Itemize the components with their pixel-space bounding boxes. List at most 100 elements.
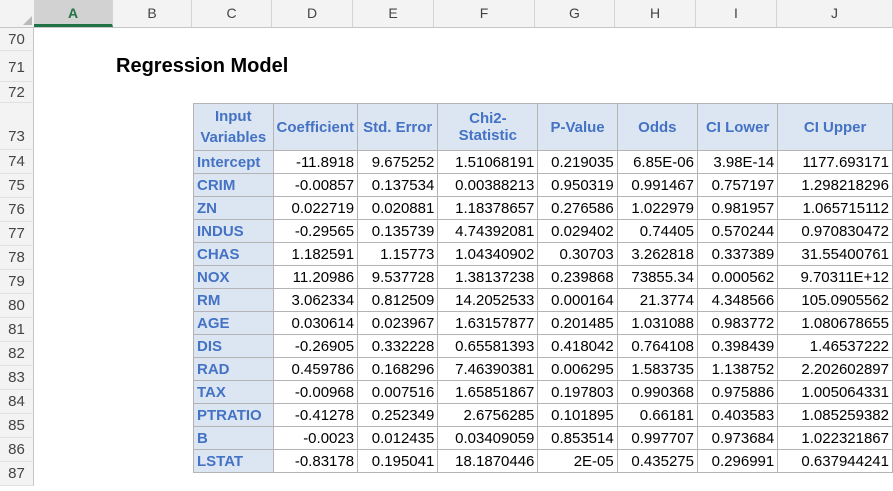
cell-ci-lower[interactable]: 1.138752	[696, 357, 779, 381]
cell-ci-lower[interactable]: 0.570244	[696, 219, 779, 243]
cell-chi2-statistic[interactable]: 1.38137238	[437, 265, 539, 289]
column-header-c[interactable]: C	[192, 0, 272, 27]
cell-std-error[interactable]: 1.15773	[357, 242, 439, 266]
cell-std-error[interactable]: 0.168296	[357, 357, 439, 381]
header-input-variables[interactable]: Input Variables	[193, 103, 274, 151]
cell-odds[interactable]: 0.74405	[616, 219, 698, 243]
cell-std-error[interactable]: 0.332228	[357, 334, 439, 358]
cell-p-value[interactable]: 2E-05	[537, 449, 618, 473]
cell-coefficient[interactable]: 1.182591	[272, 242, 359, 266]
column-header-f[interactable]: F	[434, 0, 535, 27]
cell-coefficient[interactable]: 11.20986	[272, 265, 359, 289]
cell-odds[interactable]: 0.764108	[616, 334, 698, 358]
cell-p-value[interactable]: 0.418042	[537, 334, 618, 358]
cell-std-error[interactable]: 0.195041	[357, 449, 439, 473]
cell-ci-lower[interactable]: 0.398439	[696, 334, 779, 358]
cell-std-error[interactable]: 0.252349	[357, 403, 439, 427]
cell-odds[interactable]: 73855.34	[616, 265, 698, 289]
row-header-83[interactable]: 83	[0, 366, 34, 390]
row-header-72[interactable]: 72	[0, 82, 34, 103]
cell-std-error[interactable]: 9.675252	[357, 150, 439, 174]
column-header-g[interactable]: G	[535, 0, 615, 27]
cell-ci-lower[interactable]: 0.983772	[696, 311, 779, 335]
cell-odds[interactable]: 0.66181	[616, 403, 698, 427]
cell-variable[interactable]: TAX	[193, 380, 274, 404]
cell-variable[interactable]: PTRATIO	[193, 403, 274, 427]
cell-coefficient[interactable]: -0.83178	[272, 449, 359, 473]
row-header-86[interactable]: 86	[0, 438, 34, 462]
cell-chi2-statistic[interactable]: 1.18378657	[437, 196, 539, 220]
cell-chi2-statistic[interactable]: 1.65851867	[437, 380, 539, 404]
row-header-84[interactable]: 84	[0, 390, 34, 414]
cell-variable[interactable]: INDUS	[193, 219, 274, 243]
column-header-b[interactable]: B	[113, 0, 192, 27]
cell-p-value[interactable]: 0.000164	[537, 288, 618, 312]
cell-coefficient[interactable]: -0.26905	[272, 334, 359, 358]
row-header-81[interactable]: 81	[0, 318, 34, 342]
cell-p-value[interactable]: 0.950319	[537, 173, 618, 197]
cell-variable[interactable]: AGE	[193, 311, 274, 335]
column-header-d[interactable]: D	[272, 0, 353, 27]
cell-ci-upper[interactable]: 2.202602897	[777, 357, 893, 381]
cell-chi2-statistic[interactable]: 1.63157877	[437, 311, 539, 335]
cell-p-value[interactable]: 0.853514	[537, 426, 618, 450]
cell-std-error[interactable]: 0.012435	[357, 426, 439, 450]
cell-p-value[interactable]: 0.029402	[537, 219, 618, 243]
cell-std-error[interactable]: 0.812509	[357, 288, 439, 312]
cell-variable[interactable]: LSTAT	[193, 449, 274, 473]
cell-chi2-statistic[interactable]: 1.51068191	[437, 150, 539, 174]
cell-std-error[interactable]: 0.135739	[357, 219, 439, 243]
cell-odds[interactable]: 0.991467	[616, 173, 698, 197]
header-p-value[interactable]: P-Value	[537, 103, 618, 151]
column-header-i[interactable]: I	[696, 0, 777, 27]
cell-ci-upper[interactable]: 1177.693171	[777, 150, 893, 174]
cell-odds[interactable]: 1.022979	[616, 196, 698, 220]
cell-std-error[interactable]: 9.537728	[357, 265, 439, 289]
row-header-71[interactable]: 71	[0, 51, 34, 82]
cell-coefficient[interactable]: -0.00857	[272, 173, 359, 197]
row-header-78[interactable]: 78	[0, 246, 34, 270]
header-ci-upper[interactable]: CI Upper	[777, 103, 893, 151]
column-header-a[interactable]: A	[34, 0, 113, 27]
row-header-70[interactable]: 70	[0, 28, 34, 51]
cell-coefficient[interactable]: -0.41278	[272, 403, 359, 427]
cell-ci-upper[interactable]: 1.022321867	[777, 426, 893, 450]
cell-p-value[interactable]: 0.006295	[537, 357, 618, 381]
cell-std-error[interactable]: 0.020881	[357, 196, 439, 220]
cell-chi2-statistic[interactable]: 4.74392081	[437, 219, 539, 243]
cell-ci-lower[interactable]: 4.348566	[696, 288, 779, 312]
cell-ci-upper[interactable]: 9.70311E+12	[777, 265, 893, 289]
row-header-82[interactable]: 82	[0, 342, 34, 366]
cell-variable[interactable]: RAD	[193, 357, 274, 381]
header-ci-lower[interactable]: CI Lower	[696, 103, 779, 151]
cell-p-value[interactable]: 0.276586	[537, 196, 618, 220]
cell-coefficient[interactable]: -0.00968	[272, 380, 359, 404]
cell-ci-upper[interactable]: 0.637944241	[777, 449, 893, 473]
cell-p-value[interactable]: 0.197803	[537, 380, 618, 404]
cell-ci-lower[interactable]: 0.337389	[696, 242, 779, 266]
cell-coefficient[interactable]: 3.062334	[272, 288, 359, 312]
column-header-e[interactable]: E	[353, 0, 434, 27]
cell-ci-upper[interactable]: 105.0905562	[777, 288, 893, 312]
header-chi2-statistic[interactable]: Chi2-Statistic	[437, 103, 539, 151]
column-header-j[interactable]: J	[777, 0, 893, 27]
cell-odds[interactable]: 0.435275	[616, 449, 698, 473]
cell-ci-lower[interactable]: 0.000562	[696, 265, 779, 289]
cell-chi2-statistic[interactable]: 18.1870446	[437, 449, 539, 473]
cell-ci-upper[interactable]: 1.298218296	[777, 173, 893, 197]
cell-ci-lower[interactable]: 0.757197	[696, 173, 779, 197]
cell-variable[interactable]: NOX	[193, 265, 274, 289]
select-all-corner[interactable]	[0, 0, 35, 27]
row-header-80[interactable]: 80	[0, 294, 34, 318]
column-header-h[interactable]: H	[615, 0, 696, 27]
cell-std-error[interactable]: 0.007516	[357, 380, 439, 404]
cell-odds[interactable]: 6.85E-06	[616, 150, 698, 174]
cell-chi2-statistic[interactable]: 1.04340902	[437, 242, 539, 266]
header-std-error[interactable]: Std. Error	[357, 103, 439, 151]
cell-variable[interactable]: B	[193, 426, 274, 450]
cell-p-value[interactable]: 0.101895	[537, 403, 618, 427]
cell-ci-upper[interactable]: 1.065715112	[777, 196, 893, 220]
cell-p-value[interactable]: 0.201485	[537, 311, 618, 335]
cell-chi2-statistic[interactable]: 0.65581393	[437, 334, 539, 358]
cell-ci-upper[interactable]: 0.970830472	[777, 219, 893, 243]
